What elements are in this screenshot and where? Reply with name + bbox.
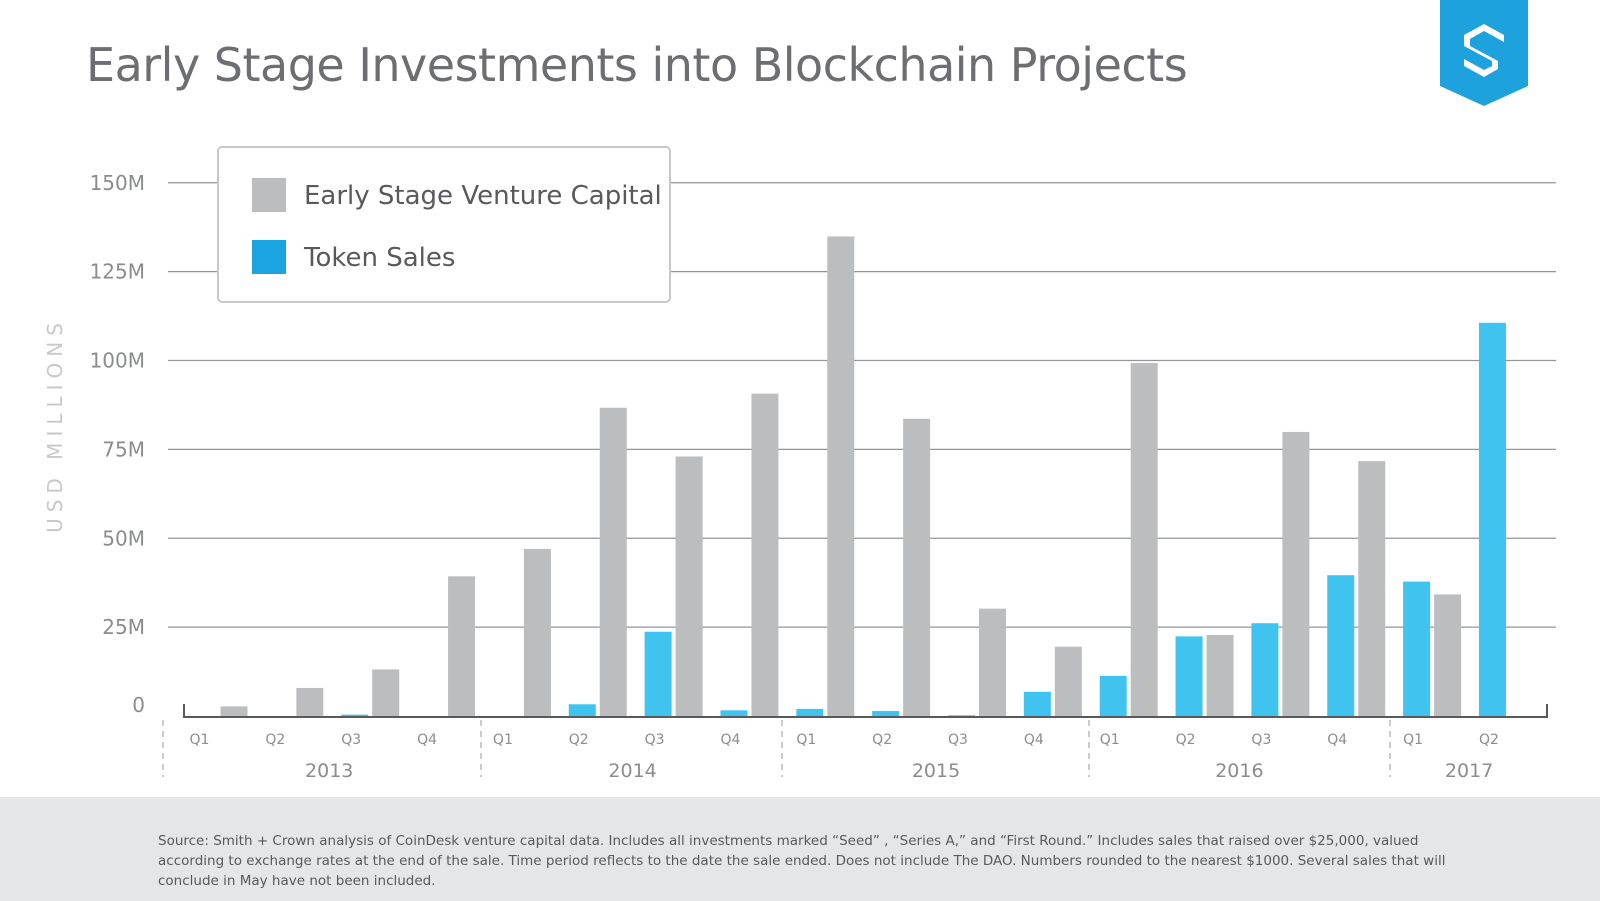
legend: Early Stage Venture Capital Token Sales [217,146,671,303]
logo-banner [1440,0,1528,106]
x-tick-label-quarter: Q3 [948,732,968,748]
y-tick-labels: 0 25M 50M 75M 100M 125M 150M [90,171,145,717]
y-tick-label: 75M [102,437,145,461]
y-tick-label: 25M [102,615,145,639]
x-axis [183,704,1548,718]
y-tick-label: 0 [132,693,145,717]
bar-venture-capital [1358,461,1386,716]
bar-venture-capital [1130,362,1158,716]
legend-swatch-token-sales [252,240,286,274]
y-tick-label: 125M [90,260,145,284]
bar-venture-capital [1282,431,1310,716]
y-tick-label: 50M [102,526,145,550]
x-tick-label-quarter: Q4 [1327,732,1347,748]
bar-venture-capital [751,393,779,716]
bar-token-sales [644,631,672,716]
x-tick-label-quarter: Q2 [872,732,892,748]
bar-token-sales [1403,581,1431,716]
legend-swatch-venture-capital [252,178,286,212]
x-tick-label-quarter: Q1 [1100,732,1120,748]
bar-token-sales [948,715,975,716]
footer-band [0,797,1600,901]
x-tick-label-year: 2013 [305,760,353,782]
x-tick-label-year: 2015 [912,760,960,782]
x-tick-label-quarter: Q2 [1176,732,1196,748]
y-tick-label: 100M [90,349,145,373]
y-tick-label: 150M [90,171,145,195]
bar-token-sales [796,708,824,716]
x-tick-label-quarter: Q1 [1403,732,1423,748]
bars [220,236,1506,717]
bar-venture-capital [979,608,1006,716]
logo-mark [1464,24,1504,77]
x-tick-label-quarter: Q3 [1251,732,1271,748]
bar-token-sales [872,711,900,716]
bar-token-sales [1251,623,1279,716]
bar-token-sales [1175,636,1203,716]
y-axis-label: USD MILLIONS [43,317,67,533]
bar-venture-capital [1054,646,1082,716]
bar-venture-capital [523,548,551,716]
bar-token-sales [341,714,369,716]
x-tick-label-quarter: Q3 [341,732,361,748]
bar-token-sales [1023,691,1051,716]
bar-venture-capital [827,236,855,717]
x-tick-label-year: 2016 [1215,760,1263,782]
legend-label-token-sales: Token Sales [303,243,455,273]
bar-venture-capital [296,687,324,716]
x-tick-label-quarter: Q2 [265,732,285,748]
bar-token-sales [720,710,748,716]
x-tick-label-quarter: Q2 [1479,732,1499,748]
source-note: Source: Smith + Crown analysis of CoinDe… [158,833,1446,889]
x-tick-label-quarter: Q4 [720,732,740,748]
bar-token-sales [568,704,596,716]
bar-venture-capital [599,407,627,716]
bar-venture-capital [903,418,931,716]
bar-venture-capital [220,706,248,716]
x-tick-label-quarter: Q1 [493,732,513,748]
bar-venture-capital [675,456,703,716]
chart-title: Early Stage Investments into Blockchain … [86,38,1188,92]
bar-venture-capital [1206,634,1234,716]
bar-venture-capital [372,669,400,716]
x-tick-label-quarter: Q4 [417,732,437,748]
smith-crown-logo-icon [1440,0,1528,106]
x-tick-label-year: 2017 [1445,760,1493,782]
x-tick-label-quarter: Q3 [645,732,665,748]
bar-token-sales [1099,675,1127,716]
x-tick-label-quarter: Q4 [1024,732,1044,748]
bar-token-sales [1478,322,1506,716]
legend-box [217,146,671,303]
x-tick-label-year: 2014 [608,760,656,782]
chart-area: Q1 Q2 Q3 Q4 Q1 Q2 Q3 Q4 Q1 Q2 Q3 Q4 Q1 Q2 Q3 Q4 Q1 Q2 2013… [43,146,1556,782]
x-tick-labels: Q1 Q2 Q3 Q4 Q1 Q2 Q3 Q4 Q1 Q2 Q3 Q4 Q1 Q2 Q3 Q4 Q1 Q2 2013… [162,720,1499,782]
x-tick-label-quarter: Q2 [569,732,589,748]
legend-label-venture-capital: Early Stage Venture Capital [304,181,662,211]
bar-venture-capital [448,576,476,716]
x-tick-label-quarter: Q1 [190,732,210,748]
bar-venture-capital [1434,594,1462,716]
x-tick-label-quarter: Q1 [796,732,816,748]
bar-token-sales [1327,575,1355,716]
